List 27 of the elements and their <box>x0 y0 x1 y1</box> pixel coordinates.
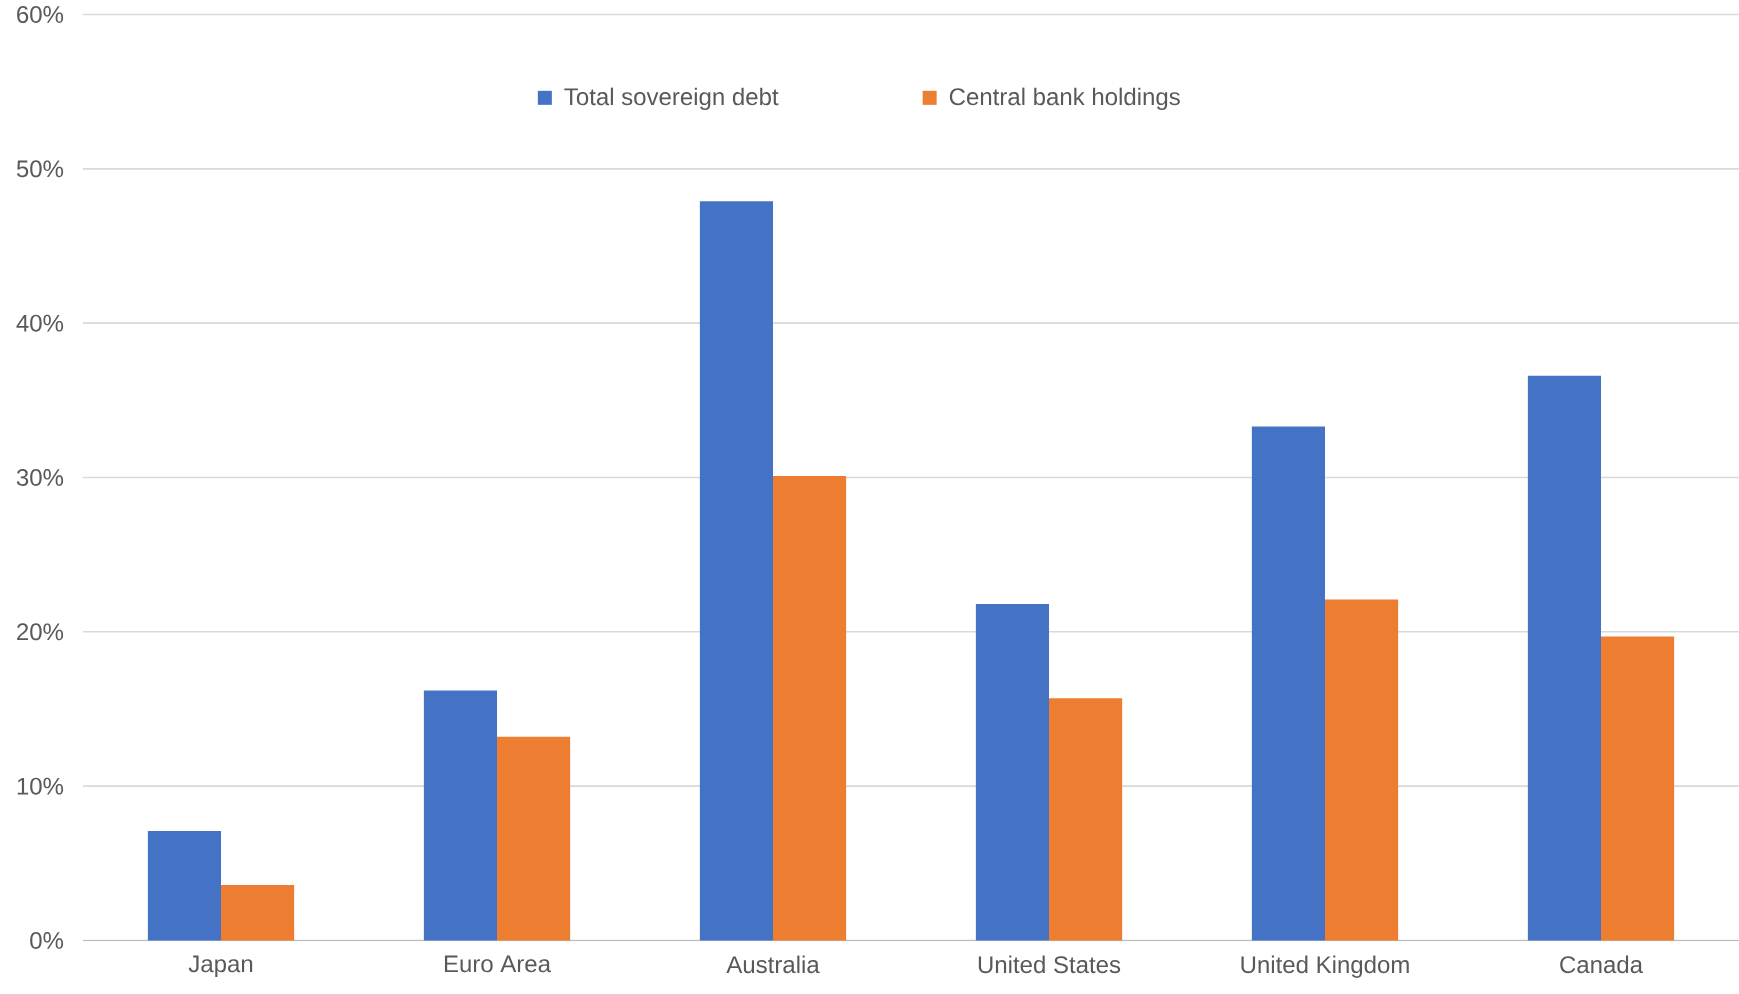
bar <box>1527 375 1601 941</box>
y-tick-label: 0% <box>30 932 64 949</box>
x-tick-label: Canada <box>1560 955 1643 974</box>
y-tick-label: 20% <box>17 623 64 641</box>
legend-label: Total sovereign debt <box>564 87 779 111</box>
bar <box>1325 599 1399 941</box>
bar <box>1251 426 1325 941</box>
bar <box>497 736 571 941</box>
bar <box>1049 698 1123 941</box>
y-tick-label: 50% <box>16 160 64 178</box>
x-tick-label: Australia <box>726 955 820 974</box>
bar <box>221 884 295 941</box>
bar <box>423 690 498 941</box>
bar <box>147 830 222 941</box>
x-tick-label: United States <box>978 955 1121 974</box>
bar <box>699 201 774 941</box>
x-tick-label: Japan <box>188 955 253 978</box>
bar <box>773 475 847 941</box>
legend-label: Central bank holdings <box>949 87 1180 111</box>
x-tick-label: United Kingdom <box>1241 955 1409 978</box>
y-tick-label: 60% <box>17 6 64 23</box>
x-tick-label: Euro Area <box>444 955 551 973</box>
y-tick-label: 10% <box>17 777 64 795</box>
y-tick-label: 40% <box>16 314 64 332</box>
bar <box>1601 636 1675 941</box>
y-tick-label: 30% <box>16 469 64 486</box>
bar <box>975 604 1049 941</box>
